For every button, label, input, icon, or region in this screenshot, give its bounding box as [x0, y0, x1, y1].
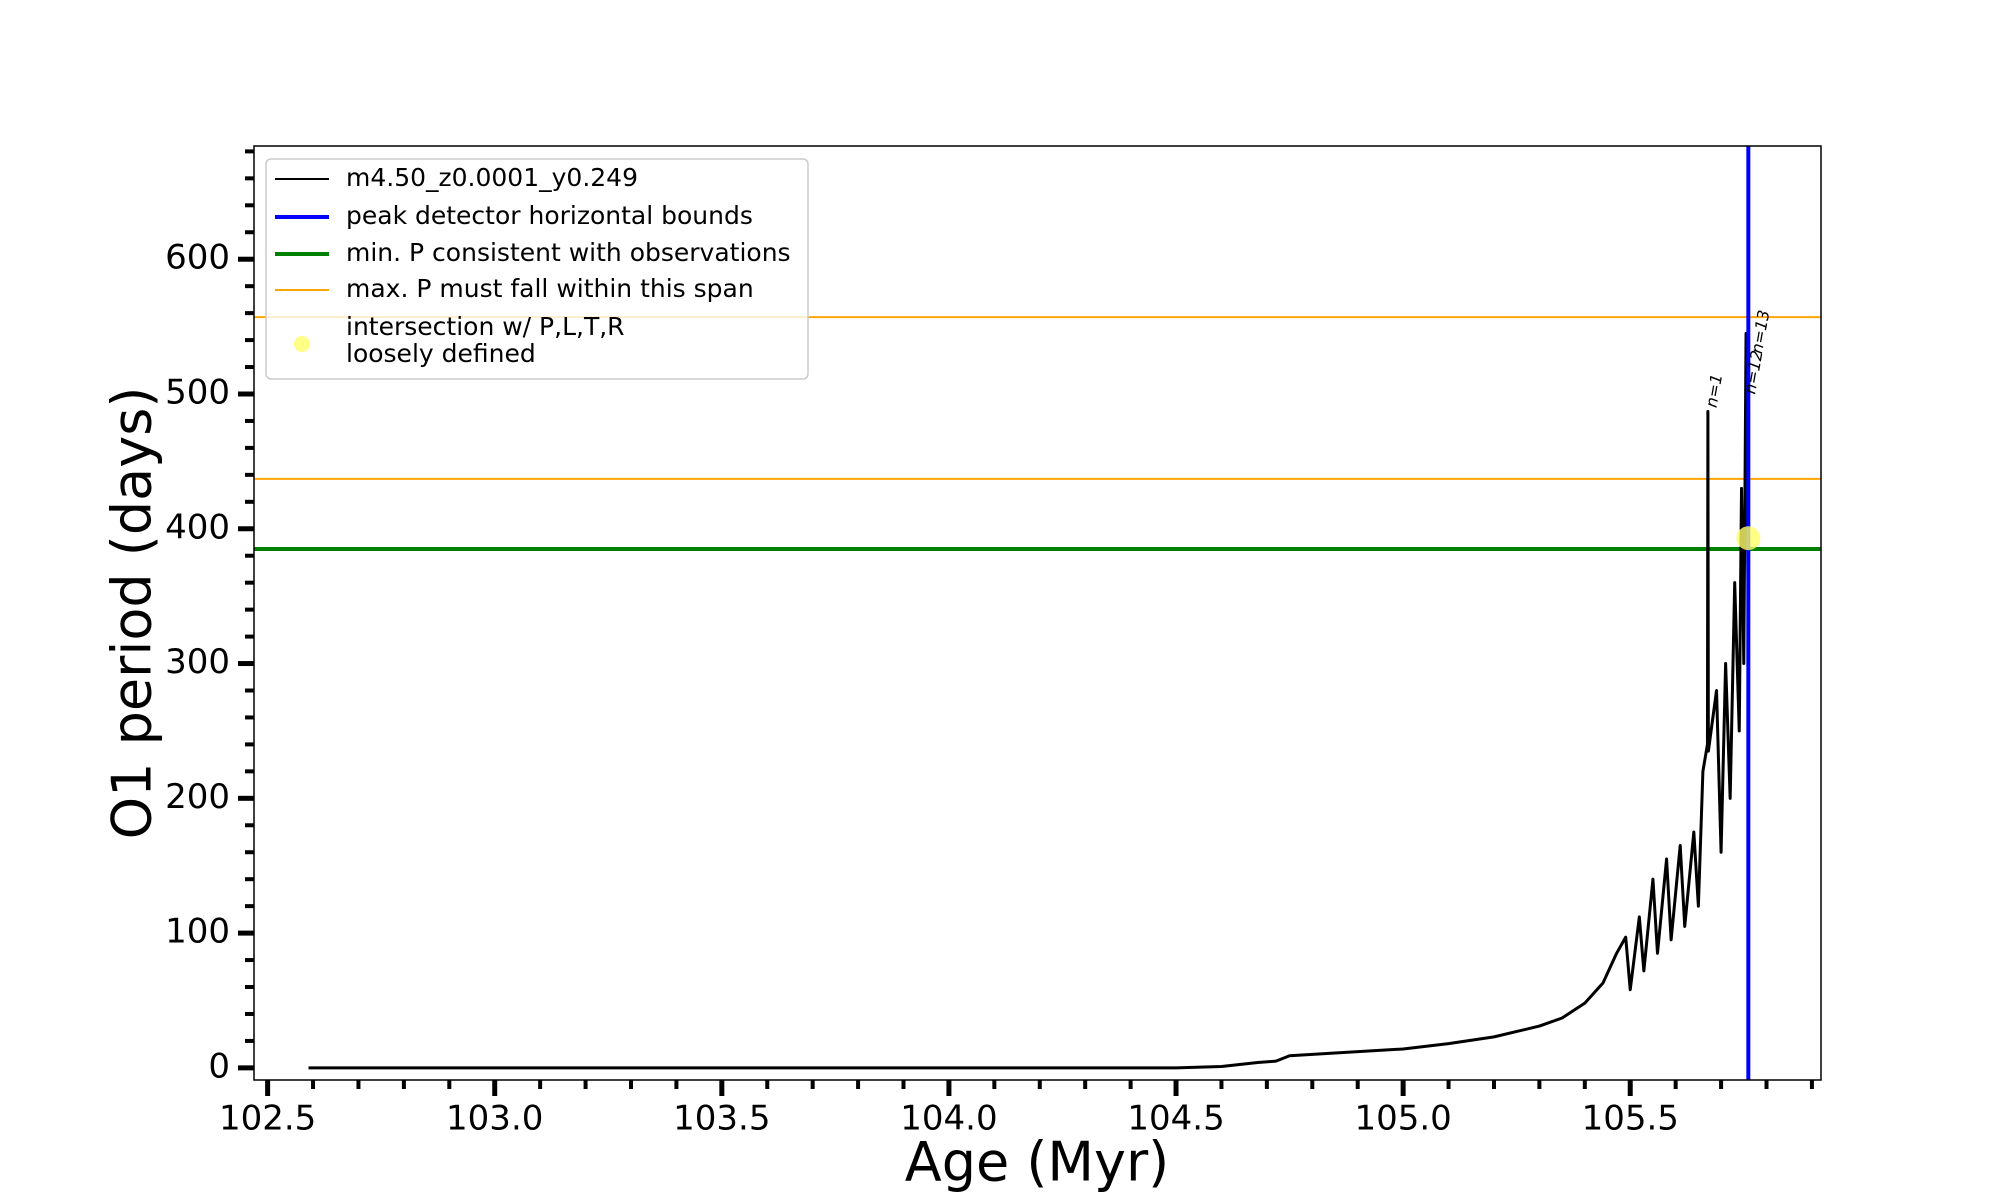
y-tick-label: 300 [165, 642, 230, 682]
x-tick-label: 103.5 [673, 1099, 770, 1139]
y-tick-label: 500 [165, 372, 230, 412]
y-axis-label: O1 period (days) [101, 387, 164, 840]
legend-label: peak detector horizontal bounds [346, 201, 753, 230]
annotation: n=12 [1740, 349, 1766, 396]
axes-frame [253, 145, 1822, 1081]
x-tick-label: 102.5 [219, 1099, 316, 1139]
x-tick-label: 105.5 [1582, 1099, 1679, 1139]
x-tick-label: 105.0 [1354, 1099, 1451, 1139]
legend-handle [294, 336, 310, 352]
y-tick-label: 100 [165, 912, 230, 952]
legend-label: intersection w/ P,L,T,R [346, 312, 625, 341]
legend-label: loosely defined [346, 339, 536, 368]
y-tick-label: 600 [165, 238, 230, 278]
x-tick-label: 103.0 [446, 1099, 543, 1139]
y-tick-label: 200 [165, 777, 230, 817]
x-tick-label: 104.0 [900, 1099, 997, 1139]
legend-label: min. P consistent with observations [346, 238, 791, 267]
y-tick-label: 0 [208, 1046, 230, 1086]
annotation: n=13 [1747, 308, 1773, 355]
annotation: n=1 [1702, 372, 1727, 409]
x-axis-label: Age (Myr) [905, 1131, 1170, 1194]
legend-label: max. P must fall within this span [346, 274, 754, 303]
legend-label: m4.50_z0.0001_y0.249 [346, 163, 638, 192]
x-tick-label: 104.5 [1127, 1099, 1224, 1139]
y-tick-label: 400 [165, 507, 230, 547]
legend-box [265, 158, 809, 380]
intersection-point [1736, 526, 1761, 551]
series-line [308, 331, 1750, 1070]
